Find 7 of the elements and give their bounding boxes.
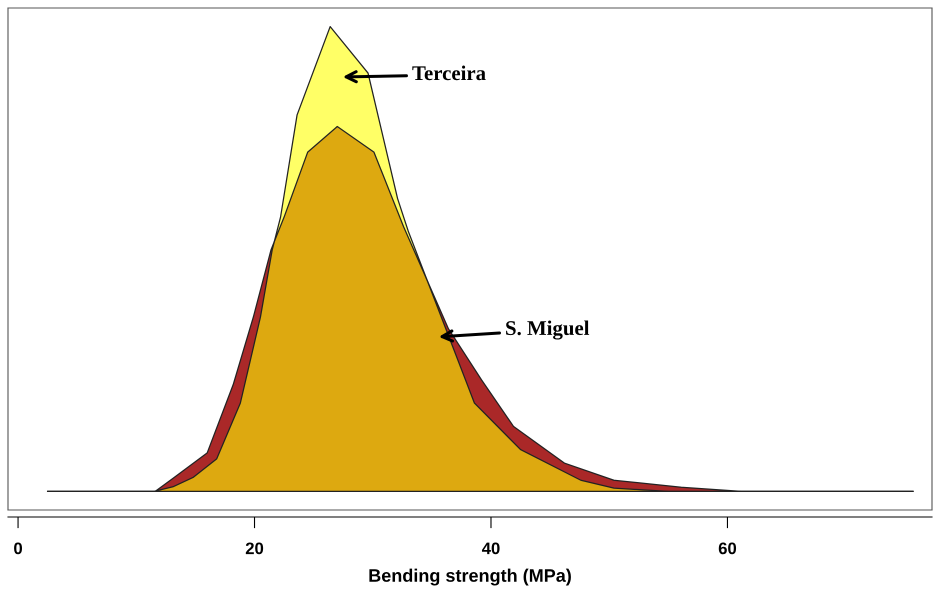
x-axis-title: Bending strength (MPa) [369,568,571,586]
annotation: S. Miguel [506,320,590,340]
x-tick-label: 20 [246,542,264,554]
annotation: Terceira [412,66,486,80]
x-tick-label: 60 [718,542,736,554]
x-tick-label: 0 [14,542,22,554]
x-tick-label: 40 [482,542,500,554]
